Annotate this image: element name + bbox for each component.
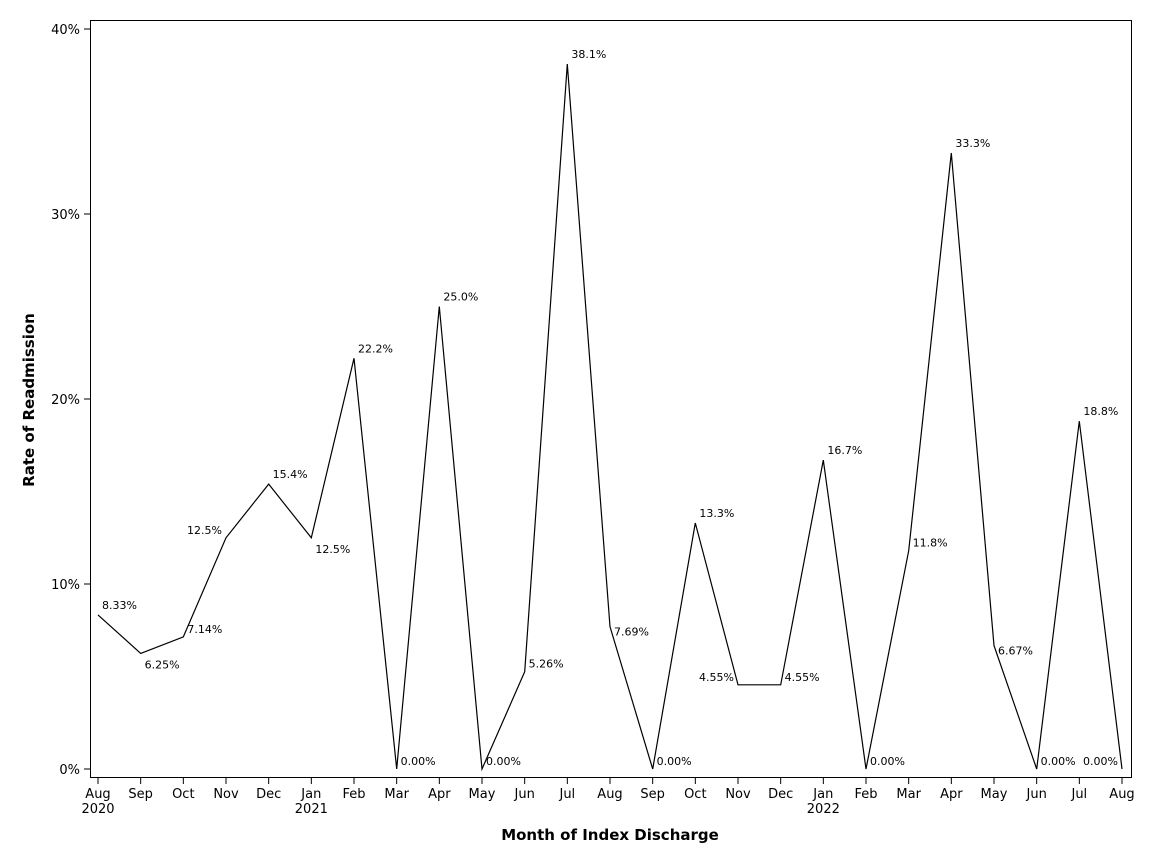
series-line-group (97, 64, 1123, 772)
data-label: 6.67% (998, 645, 1033, 658)
data-label: 12.5% (187, 524, 222, 537)
data-label: 7.69% (614, 626, 649, 639)
y-axis-title: Rate of Readmission (20, 313, 38, 487)
plot-frame (90, 20, 1132, 778)
x-tick-label: May (469, 787, 496, 802)
data-label: 6.25% (145, 658, 180, 671)
x-tick-label: Jul (1070, 787, 1087, 802)
x-tick-label: Nov (213, 787, 239, 802)
y-axis: 0% 10% 20% 30% 40% (51, 23, 90, 778)
data-label: 0.00% (1041, 755, 1076, 768)
data-label: 15.4% (273, 468, 308, 481)
series-line (97, 64, 1123, 772)
x-tick-label: Jul (558, 787, 575, 802)
x-tick-year-label: 2022 (807, 802, 840, 817)
x-tick-label: Sep (128, 787, 153, 802)
x-tick-label: Dec (256, 787, 281, 802)
x-tick-label: Oct (172, 787, 194, 802)
data-label: 7.14% (187, 623, 222, 636)
x-tick-year-label: 2020 (81, 802, 114, 817)
data-label: 38.1% (571, 48, 606, 61)
y-tick-label: 20% (51, 393, 80, 408)
x-tick-label: Apr (428, 787, 451, 802)
x-tick-label: Dec (768, 787, 793, 802)
x-tick-label: Feb (854, 787, 877, 802)
data-label: 33.3% (955, 137, 990, 150)
y-tick-label: 40% (51, 23, 80, 38)
data-label: 13.3% (699, 507, 734, 520)
x-tick-label: Jan (300, 787, 321, 802)
data-label: 0.00% (486, 755, 521, 768)
data-label: 16.7% (827, 444, 862, 457)
data-label: 4.55% (785, 671, 820, 684)
y-tick-label: 0% (59, 763, 80, 778)
data-label: 18.8% (1083, 405, 1118, 418)
x-tick-label: Mar (896, 787, 921, 802)
data-label: 22.2% (358, 342, 393, 355)
x-tick-label: Jan (812, 787, 833, 802)
x-tick-label: Jun (1026, 787, 1047, 802)
x-tick-label: Jun (514, 787, 535, 802)
data-label: 12.5% (315, 543, 350, 556)
x-tick-label: Aug (85, 787, 110, 802)
x-tick-label: Feb (342, 787, 365, 802)
data-label: 8.33% (102, 599, 137, 612)
x-tick-year-label: 2021 (295, 802, 328, 817)
x-axis-title: Month of Index Discharge (501, 826, 719, 844)
x-tick-label: Sep (640, 787, 665, 802)
x-tick-label: Mar (384, 787, 409, 802)
x-tick-label: Apr (940, 787, 963, 802)
x-tick-label: Nov (725, 787, 751, 802)
y-tick-label: 10% (51, 578, 80, 593)
data-label: 5.26% (529, 658, 564, 671)
data-label: 0.00% (870, 755, 905, 768)
data-label: 0.00% (401, 755, 436, 768)
x-tick-label: May (981, 787, 1008, 802)
x-tick-label: Aug (1109, 787, 1134, 802)
x-tick-label: Aug (597, 787, 622, 802)
data-label: 11.8% (913, 537, 948, 550)
data-label: 0.00% (657, 755, 692, 768)
data-label: 25.0% (443, 291, 478, 304)
x-tick-label: Oct (684, 787, 706, 802)
y-tick-label: 30% (51, 208, 80, 223)
data-labels-group: 8.33% 6.25% 7.14% 12.5% 15.4% 12.5% 22.2% 0.00%… (102, 48, 1118, 768)
data-label: 4.55% (699, 671, 734, 684)
data-label: 0.00% (1083, 755, 1118, 768)
